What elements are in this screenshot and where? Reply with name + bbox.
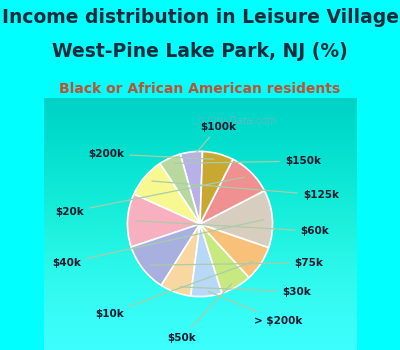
Wedge shape (128, 194, 200, 247)
Text: $10k: $10k (95, 261, 253, 318)
Text: $150k: $150k (175, 156, 321, 166)
Text: $40k: $40k (52, 220, 264, 268)
Text: Income distribution in Leisure Village: Income distribution in Leisure Village (2, 8, 398, 27)
Text: ⓘ City-Data.com: ⓘ City-Data.com (198, 116, 277, 126)
Text: $200k: $200k (88, 149, 214, 159)
Wedge shape (131, 224, 200, 285)
Text: $75k: $75k (150, 258, 323, 268)
Wedge shape (200, 224, 269, 278)
Text: $20k: $20k (56, 177, 244, 217)
Wedge shape (200, 159, 264, 224)
Wedge shape (160, 154, 200, 224)
Text: $100k: $100k (194, 122, 236, 156)
Text: West-Pine Lake Park, NJ (%): West-Pine Lake Park, NJ (%) (52, 42, 348, 61)
Text: $60k: $60k (136, 221, 329, 236)
Text: $50k: $50k (168, 284, 232, 343)
Wedge shape (180, 152, 202, 224)
Wedge shape (191, 224, 222, 296)
Wedge shape (134, 163, 200, 224)
Text: Black or African American residents: Black or African American residents (60, 82, 340, 96)
Text: $30k: $30k (180, 287, 311, 297)
Wedge shape (161, 224, 200, 296)
Text: > $200k: > $200k (208, 292, 303, 326)
Wedge shape (200, 152, 233, 224)
Text: $125k: $125k (152, 181, 339, 200)
Wedge shape (200, 224, 249, 293)
Wedge shape (200, 191, 272, 247)
